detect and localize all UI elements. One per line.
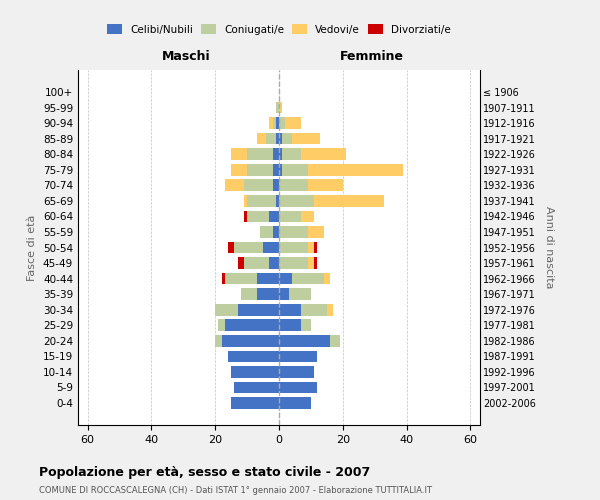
Bar [231,397,279,409]
Bar [279,257,308,269]
Bar [257,288,279,300]
Bar [314,242,317,254]
Bar [225,273,257,284]
Text: Femmine: Femmine [340,50,403,63]
Bar [279,350,317,362]
Bar [279,273,292,284]
Bar [247,148,272,160]
Bar [279,210,301,222]
Bar [327,304,333,316]
Bar [282,164,308,175]
Bar [279,148,282,160]
Bar [279,335,330,346]
Bar [308,226,323,238]
Bar [225,320,279,331]
Bar [221,273,225,284]
Bar [269,210,279,222]
Bar [228,242,235,254]
Bar [282,148,301,160]
Bar [266,133,276,144]
Bar [228,350,279,362]
Bar [231,148,247,160]
Bar [308,180,343,191]
Bar [308,257,314,269]
Bar [279,226,308,238]
Bar [247,164,272,175]
Bar [247,210,269,222]
Bar [314,195,384,206]
Bar [279,102,282,114]
Bar [244,195,247,206]
Bar [276,195,279,206]
Bar [279,304,301,316]
Bar [323,273,330,284]
Bar [244,257,269,269]
Bar [238,304,279,316]
Bar [330,335,340,346]
Bar [279,382,317,394]
Bar [308,242,314,254]
Bar [279,366,314,378]
Bar [218,320,225,331]
Bar [282,133,292,144]
Bar [263,242,279,254]
Bar [272,148,279,160]
Bar [276,102,279,114]
Bar [301,320,311,331]
Text: Maschi: Maschi [162,50,211,63]
Bar [272,180,279,191]
Bar [235,242,263,254]
Bar [279,320,301,331]
Bar [247,195,276,206]
Bar [257,273,279,284]
Bar [301,304,327,316]
Bar [272,226,279,238]
Bar [286,117,301,129]
Bar [279,180,308,191]
Bar [244,210,247,222]
Bar [292,133,320,144]
Bar [215,335,221,346]
Bar [231,164,247,175]
Bar [238,257,244,269]
Bar [272,117,276,129]
Bar [257,133,266,144]
Bar [272,164,279,175]
Bar [269,117,272,129]
Bar [279,133,282,144]
Bar [221,335,279,346]
Bar [301,148,346,160]
Bar [279,242,308,254]
Bar [260,226,272,238]
Bar [231,366,279,378]
Bar [314,257,317,269]
Bar [235,382,279,394]
Bar [279,288,289,300]
Bar [276,117,279,129]
Bar [308,164,403,175]
Bar [241,288,257,300]
Bar [279,397,311,409]
Bar [215,304,238,316]
Y-axis label: Anni di nascita: Anni di nascita [544,206,554,289]
Bar [292,273,323,284]
Bar [289,288,311,300]
Bar [225,180,244,191]
Legend: Celibi/Nubili, Coniugati/e, Vedovi/e, Divorziati/e: Celibi/Nubili, Coniugati/e, Vedovi/e, Di… [103,20,455,38]
Bar [269,257,279,269]
Bar [301,210,314,222]
Y-axis label: Fasce di età: Fasce di età [28,214,37,280]
Text: COMUNE DI ROCCASCALEGNA (CH) - Dati ISTAT 1° gennaio 2007 - Elaborazione TUTTITA: COMUNE DI ROCCASCALEGNA (CH) - Dati ISTA… [39,486,432,495]
Bar [279,195,314,206]
Bar [244,180,272,191]
Bar [279,164,282,175]
Text: Popolazione per età, sesso e stato civile - 2007: Popolazione per età, sesso e stato civil… [39,466,370,479]
Bar [279,117,286,129]
Bar [276,133,279,144]
